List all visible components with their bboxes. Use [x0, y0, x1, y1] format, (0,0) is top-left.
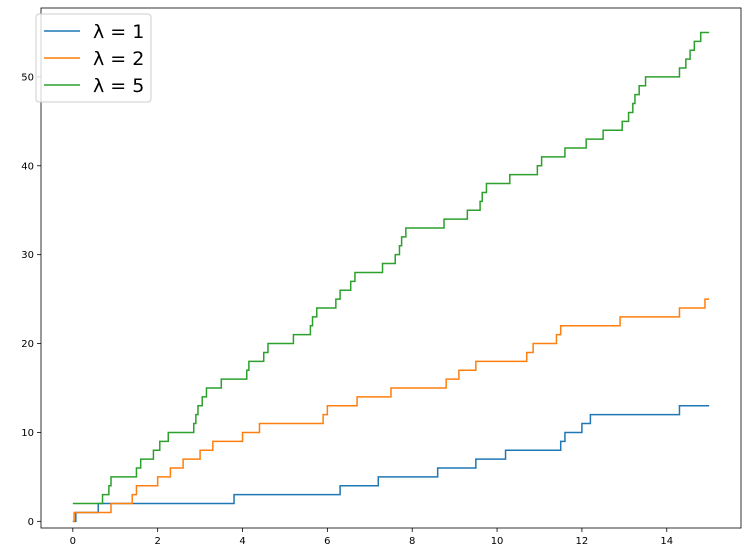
- x-tick-label: 6: [324, 536, 330, 547]
- series-line-3: [72, 31, 710, 505]
- x-tick-label: 4: [239, 536, 245, 547]
- x-tick-label: 0: [70, 536, 76, 547]
- legend-label-lambda-1: λ = 1: [93, 21, 144, 43]
- series-line-2: [72, 298, 710, 523]
- x-tick-label: 2: [154, 536, 160, 547]
- plot-area: [40, 7, 742, 529]
- y-tick-label: 0: [28, 517, 34, 528]
- legend: λ = 1 λ = 2 λ = 5: [35, 13, 152, 103]
- y-tick-label: 30: [21, 250, 34, 261]
- y-tick-label: 50: [21, 72, 34, 83]
- y-tick-label: 40: [21, 161, 34, 172]
- x-tick-label: 12: [576, 536, 589, 547]
- legend-label-lambda-5: λ = 5: [93, 75, 144, 97]
- x-tick-label: 14: [660, 536, 673, 547]
- y-tick-label: 10: [21, 428, 34, 439]
- axis-layer: 0 2 4 6 8 10 12 14 0 10 20 30 40 50: [21, 72, 673, 547]
- legend-frame: [35, 13, 152, 103]
- legend-label-lambda-2: λ = 2: [93, 48, 144, 70]
- x-tick-label: 8: [409, 536, 415, 547]
- series-layer: [72, 31, 710, 523]
- y-tick-label: 20: [21, 339, 34, 350]
- x-tick-label: 10: [491, 536, 504, 547]
- series-line-1: [72, 405, 710, 523]
